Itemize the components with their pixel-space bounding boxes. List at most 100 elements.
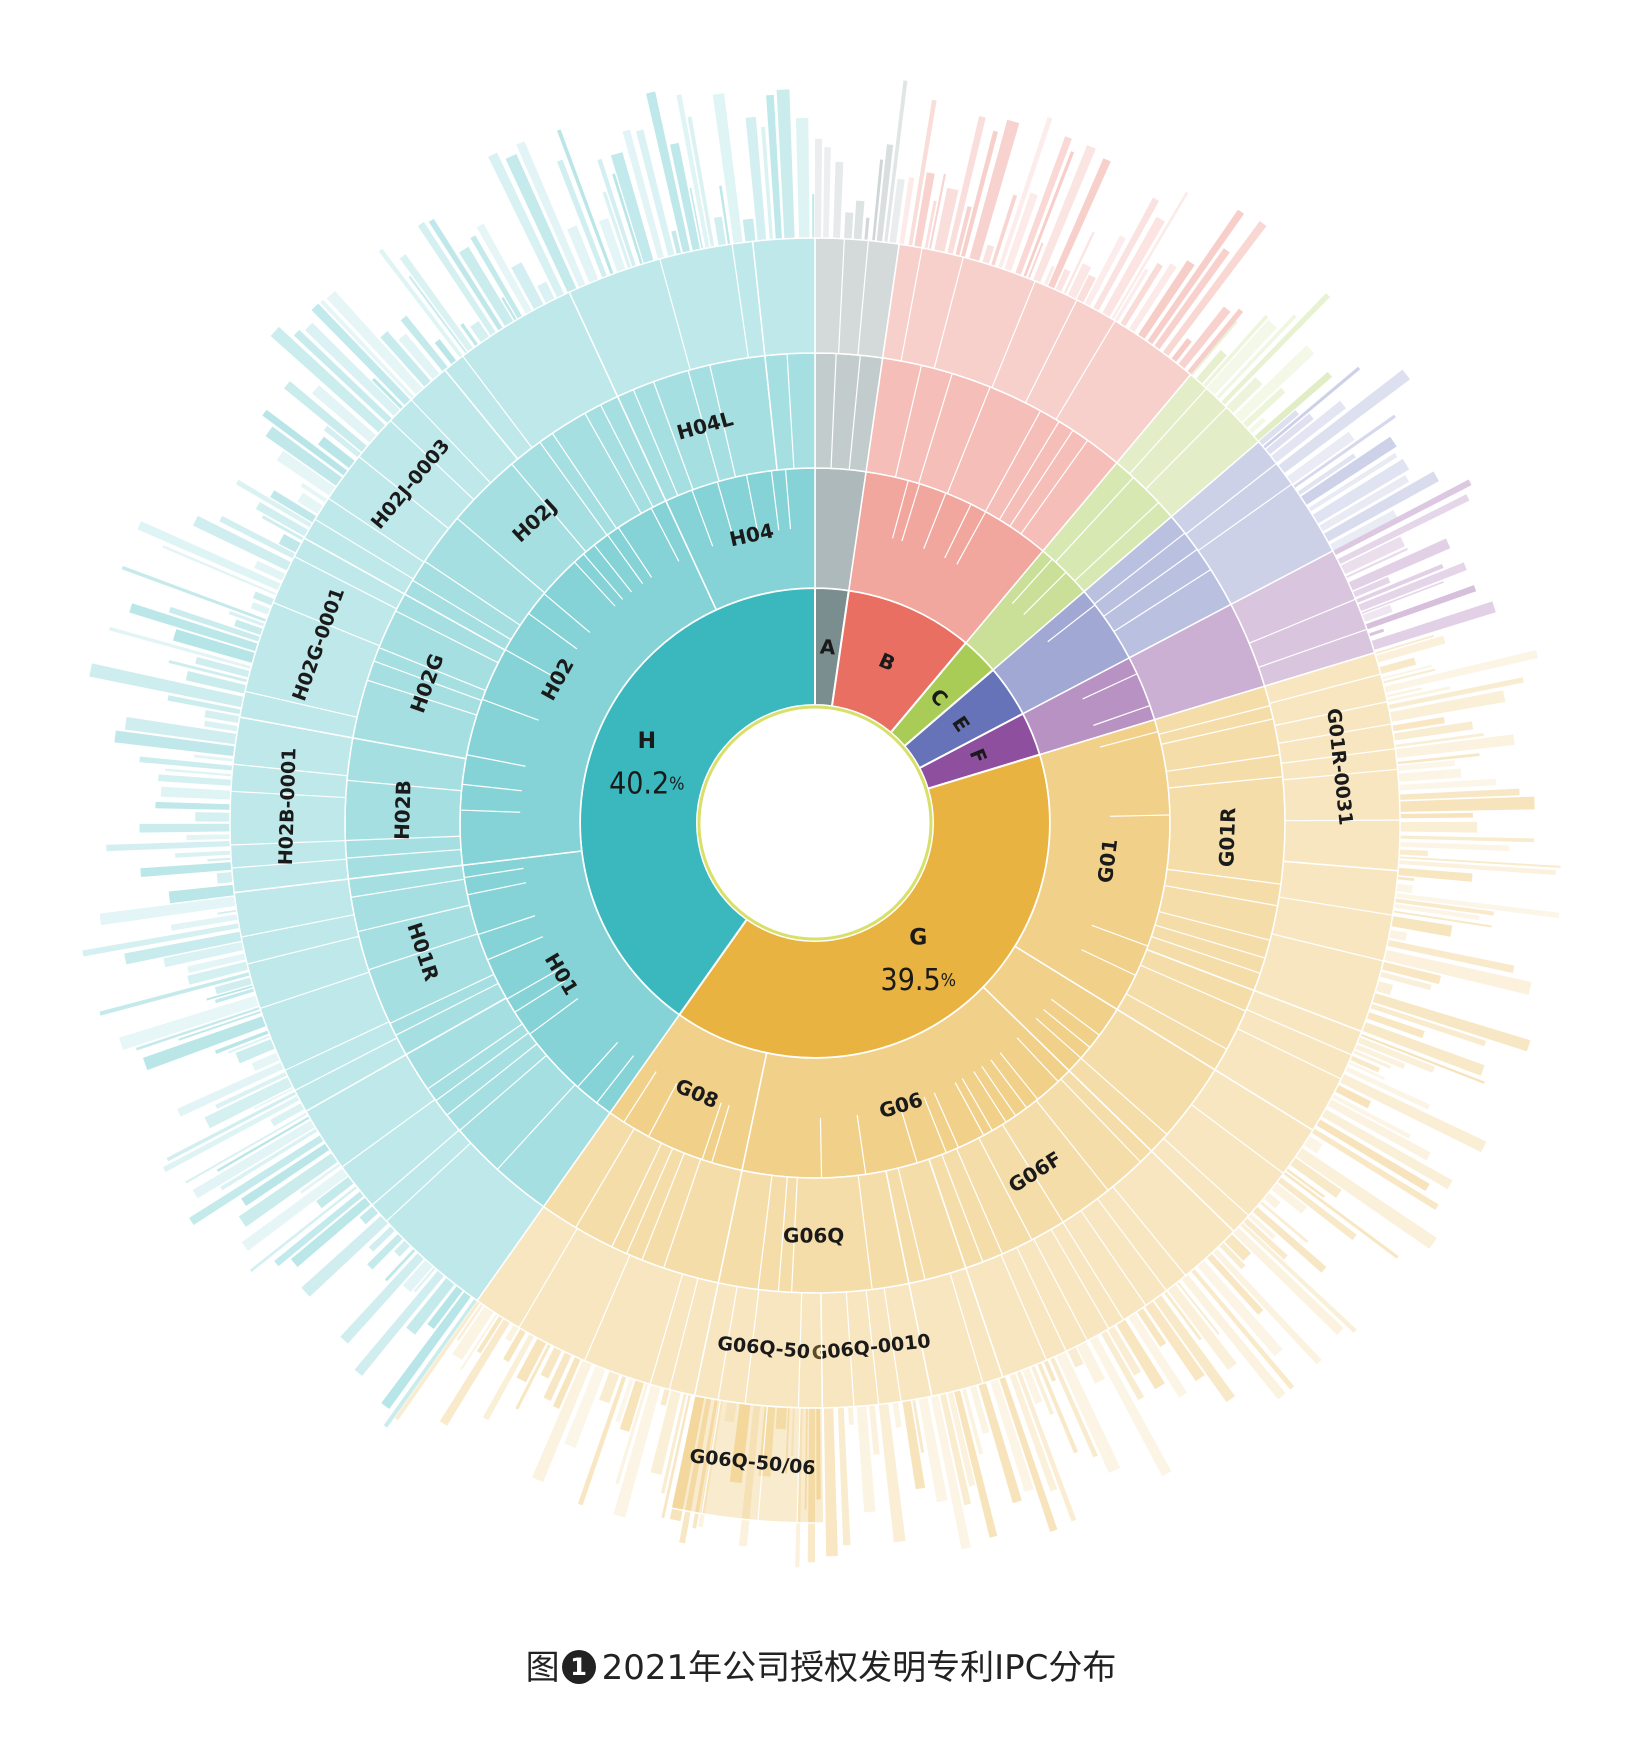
label-h02b: H02B bbox=[390, 780, 416, 841]
fringe-slice bbox=[1386, 686, 1451, 703]
segment-divider bbox=[1158, 705, 1271, 735]
figure-caption: 图 1 2021年公司授权发明专利IPC分布 bbox=[0, 1640, 1642, 1690]
segment-divider bbox=[857, 1175, 873, 1290]
fringe-slice bbox=[1111, 191, 1189, 320]
segment-divider bbox=[632, 389, 679, 496]
segment-divider bbox=[956, 511, 987, 565]
fringe-slice bbox=[1120, 262, 1163, 327]
segment-divider bbox=[395, 982, 499, 1036]
fringe-slice bbox=[1206, 319, 1277, 396]
fringe-slice bbox=[417, 221, 496, 336]
fringe-slice bbox=[1190, 320, 1238, 376]
segment-divider bbox=[1103, 548, 1198, 617]
fringe-slice bbox=[924, 200, 937, 249]
fringe-slice bbox=[316, 1176, 354, 1209]
fringe-slice bbox=[619, 1379, 645, 1432]
fringe-slice bbox=[1394, 732, 1484, 748]
segment-divider bbox=[378, 647, 486, 692]
segment-divider bbox=[1113, 568, 1212, 633]
fringe-slice bbox=[166, 1091, 297, 1162]
fringe-slice bbox=[1187, 308, 1244, 375]
fringe-slice bbox=[1398, 856, 1561, 868]
fringe-slice bbox=[168, 659, 248, 683]
fringe-slice bbox=[1337, 494, 1470, 565]
segment-divider bbox=[241, 914, 355, 938]
fringe-slice bbox=[290, 1197, 372, 1268]
fringe-slice bbox=[692, 1399, 718, 1529]
segment-divider bbox=[446, 1043, 538, 1116]
fringe-slice bbox=[399, 254, 474, 352]
fringe-slice bbox=[408, 275, 468, 354]
segment-divider bbox=[539, 441, 608, 536]
fringe-slice bbox=[193, 754, 234, 762]
fringe-slice bbox=[1379, 971, 1432, 991]
segment-divider bbox=[599, 404, 654, 508]
fringe-slice bbox=[650, 1390, 681, 1475]
fringe-slice bbox=[214, 988, 255, 1004]
segment-divider bbox=[477, 915, 536, 936]
segment-divider bbox=[941, 1154, 984, 1263]
fringe-slice bbox=[1252, 1206, 1327, 1273]
fringe-slice bbox=[1239, 1222, 1357, 1333]
fringe-slice bbox=[1084, 235, 1126, 307]
fringe-slice bbox=[564, 1365, 606, 1448]
segment-divider bbox=[1055, 320, 1116, 420]
fringe-slice bbox=[567, 225, 599, 284]
fringe-slice bbox=[689, 187, 704, 250]
fringe-slice bbox=[1116, 1319, 1165, 1390]
segment-divider bbox=[1246, 1008, 1353, 1056]
fringe-slice bbox=[515, 1343, 551, 1410]
fringe-slice bbox=[989, 1378, 1034, 1492]
segment-divider bbox=[357, 904, 470, 933]
segment-divider bbox=[954, 1082, 985, 1136]
segment-divider bbox=[1001, 1124, 1064, 1223]
fringe-slice bbox=[1375, 635, 1446, 663]
fringe-slice bbox=[1215, 314, 1297, 400]
fringe-slice bbox=[1383, 650, 1538, 693]
fringe-slice bbox=[1388, 929, 1408, 941]
fringe-slice bbox=[1056, 1351, 1121, 1474]
segment-divider bbox=[1166, 868, 1282, 885]
fringe-slice bbox=[1365, 585, 1477, 630]
fringe-slice bbox=[168, 884, 235, 904]
fringe-slice bbox=[612, 173, 643, 265]
fringe-slice bbox=[761, 126, 774, 240]
segment-g06q-50/06[interactable] bbox=[670, 1394, 825, 1524]
fringe-slice bbox=[219, 515, 296, 559]
segment-divider bbox=[504, 649, 558, 680]
fringe-slice bbox=[713, 216, 727, 246]
fringe-slice bbox=[1386, 939, 1515, 973]
fringe-slice bbox=[537, 281, 555, 304]
fringe-slice bbox=[452, 1306, 494, 1361]
fringe-slice bbox=[848, 1406, 854, 1425]
fringe-slice bbox=[354, 1270, 445, 1376]
segment-divider bbox=[386, 1142, 472, 1222]
fringe-slice bbox=[261, 515, 305, 541]
segment-divider bbox=[1080, 1057, 1168, 1135]
fringe-slice bbox=[187, 953, 247, 973]
fringe-slice bbox=[998, 116, 1053, 269]
segment-h04-slice[interactable] bbox=[751, 237, 816, 357]
fringe-slice bbox=[1102, 216, 1165, 318]
fringe-slice bbox=[790, 1407, 795, 1456]
segment-divider bbox=[496, 1084, 576, 1170]
segment-divider bbox=[731, 243, 749, 358]
fringe-slice bbox=[1226, 377, 1263, 414]
segment-divider bbox=[482, 698, 539, 721]
segment-divider bbox=[973, 1071, 1007, 1123]
segment-divider bbox=[1249, 598, 1356, 644]
fringe-slice bbox=[844, 212, 854, 240]
fringe-slice bbox=[557, 129, 614, 275]
fringe-slice bbox=[439, 1318, 511, 1426]
fringe-slice bbox=[470, 320, 490, 343]
fringe-slice bbox=[1398, 778, 1497, 791]
fringe-slice bbox=[311, 303, 411, 406]
segment-divider bbox=[978, 1137, 1033, 1241]
fringe-slice bbox=[476, 223, 532, 315]
fringe-slice bbox=[265, 426, 343, 487]
segment-divider bbox=[462, 783, 522, 792]
fringe-slice bbox=[1004, 192, 1038, 272]
fringe-slice bbox=[216, 872, 233, 884]
segment-divider bbox=[652, 381, 694, 490]
segment-divider bbox=[1158, 911, 1271, 941]
